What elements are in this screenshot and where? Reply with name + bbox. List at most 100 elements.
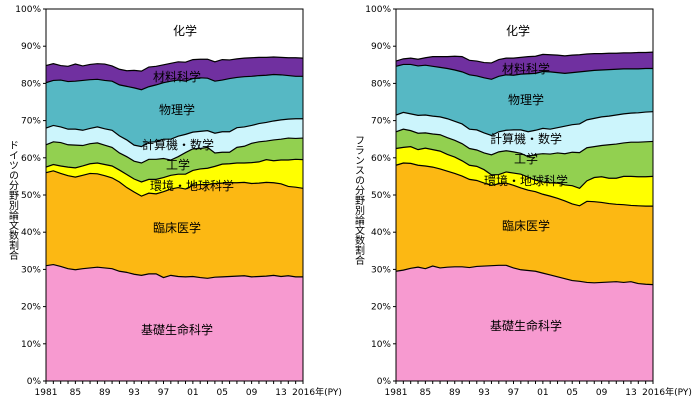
france-boundary-line-clinical-medicine (395, 162, 653, 207)
field-label-chemistry: 化学 (173, 23, 197, 38)
germany-area-computing-math (46, 118, 303, 164)
france-y-tick-label: 50% (371, 191, 391, 201)
germany-x-tick-label: 05 (217, 388, 228, 398)
germany-area-basic-life-science (46, 264, 303, 381)
france-chart-panel: 0% 10% 20% 30% 40% 50% 60% 70% 80% 90% 100% 1981 85… (353, 5, 692, 398)
france-y-axis-ticks: 0% 10% 20% 30% 40% 50% 60% 70% 80% 90% 100% (365, 5, 396, 387)
france-y-tick-label: 60% (371, 154, 391, 164)
france-y-tick-label: 0% (377, 377, 392, 387)
france-x-tick-label: 89 (449, 388, 461, 398)
france-area-chemistry (396, 9, 653, 63)
france-boundary-line-computing-math (395, 111, 654, 137)
germany-x-tick-label: 93 (128, 388, 139, 398)
germany-area-environment-earth-science (46, 159, 303, 197)
germany-chart-panel: 0% 10% 20% 30% 40% 50% 60% 70% 80% 90% 100% 1981 85… (7, 5, 342, 398)
germany-area-layers (46, 9, 303, 381)
france-y-tick-label: 80% (371, 79, 391, 89)
france-y-tick-label: 20% (371, 303, 391, 313)
germany-x-tick-label: 97 (158, 388, 169, 398)
field-label-engineering: 工学 (514, 151, 538, 166)
germany-y-tick-label: 90% (21, 42, 41, 52)
france-x-tick-label: 05 (567, 388, 578, 398)
germany-x-axis-ticks: 1981 85 89 93 97 01 05 09 13 2016年(PY) (35, 381, 342, 398)
germany-area-clinical-medicine (46, 170, 303, 279)
germany-y-tick-label: 50% (21, 191, 41, 201)
field-label-environment: 環境・地球科学 (150, 178, 234, 193)
germany-y-tick-label: 20% (21, 303, 41, 313)
field-label-basic-life-science: 基礎生命科学 (141, 322, 213, 337)
germany-y-tick-label: 100% (15, 5, 41, 15)
france-y-tick-label: 90% (371, 42, 391, 52)
france-area-environment-earth-science (396, 146, 653, 207)
germany-boundary-line-environment-earth-science (45, 158, 304, 183)
germany-area-materials-science (46, 56, 303, 90)
germany-x-tick-label: 2016年(PY) (292, 386, 342, 398)
germany-boundary-line-computing-math (45, 118, 303, 148)
germany-area-chemistry (46, 9, 303, 72)
france-area-materials-science (396, 52, 653, 80)
field-label-environment: 環境・地球科学 (484, 173, 568, 188)
france-area-layers (396, 9, 653, 381)
germany-field-labels: 化学 材料科学 物理学 計算機・数学 工学 環境・地球科学 臨床医学 基礎生命科… (141, 23, 234, 337)
germany-boundary-line-basic-life-science (45, 263, 303, 279)
field-label-engineering: 工学 (166, 157, 190, 172)
germany-y-tick-label: 10% (21, 340, 41, 350)
field-label-materials: 材料科学 (502, 61, 550, 76)
france-y-tick-label: 30% (371, 265, 391, 275)
field-label-computing-math: 計算機・数学 (490, 131, 562, 146)
germany-x-tick-label: 01 (187, 388, 198, 398)
field-label-materials: 材料科学 (153, 69, 201, 84)
germany-area-physics (46, 74, 303, 147)
france-y-tick-label: 70% (371, 117, 391, 127)
germany-boundary-line-physics (45, 73, 303, 91)
field-label-physics: 物理学 (159, 102, 195, 117)
france-x-tick-label: 93 (478, 388, 489, 398)
france-area-clinical-medicine (396, 163, 653, 285)
field-label-computing-math: 計算機・数学 (142, 137, 214, 152)
germany-y-axis-ticks: 0% 10% 20% 30% 40% 50% 60% 70% 80% 90% 100% (15, 5, 46, 387)
france-boundary-lines (395, 51, 654, 286)
germany-y-tick-label: 80% (21, 79, 41, 89)
france-y-axis-title: フランスの分野別論文数割合 (353, 135, 365, 266)
field-label-chemistry: 化学 (506, 23, 530, 38)
france-x-tick-label: 09 (596, 388, 608, 398)
germany-y-axis-title: ドイツの分野別論文数割合 (7, 140, 19, 261)
france-boundary-line-physics (395, 63, 653, 80)
germany-y-tick-label: 40% (21, 228, 41, 238)
field-label-basic-life-science: 基礎生命科学 (490, 318, 562, 333)
germany-y-tick-label: 60% (21, 154, 41, 164)
germany-y-tick-label: 30% (21, 265, 41, 275)
france-area-physics (396, 64, 653, 136)
germany-y-tick-label: 0% (27, 377, 42, 387)
france-x-tick-label: 13 (625, 388, 636, 398)
germany-area-engineering (46, 138, 303, 182)
france-x-tick-label: 2016年(PY) (642, 386, 692, 398)
germany-x-tick-label: 13 (275, 388, 286, 398)
field-label-clinical: 臨床医学 (502, 218, 550, 233)
france-x-tick-label: 1981 (385, 388, 408, 398)
germany-x-tick-label: 09 (246, 388, 258, 398)
germany-x-tick-label: 89 (99, 388, 111, 398)
germany-x-tick-label: 85 (70, 388, 81, 398)
france-y-tick-label: 100% (365, 5, 391, 15)
france-boundary-line-basic-life-science (395, 264, 654, 286)
france-boundary-line-environment-earth-science (395, 146, 654, 189)
germany-boundary-line-materials-science (45, 56, 304, 72)
germany-y-tick-label: 70% (21, 117, 41, 127)
germany-boundary-line-engineering (45, 137, 304, 164)
france-area-basic-life-science (396, 265, 653, 381)
france-x-tick-label: 85 (420, 388, 431, 398)
france-y-tick-label: 40% (371, 228, 391, 238)
france-x-tick-label: 01 (537, 388, 548, 398)
france-boundary-line-materials-science (395, 51, 654, 64)
germany-x-tick-label: 1981 (35, 388, 58, 398)
germany-boundary-lines (45, 56, 304, 279)
france-boundary-line-engineering (395, 128, 654, 158)
field-label-clinical: 臨床医学 (153, 220, 201, 235)
france-x-axis-ticks: 1981 85 89 93 97 01 05 09 13 2016年(PY) (385, 381, 692, 398)
france-area-engineering (396, 129, 653, 189)
france-area-computing-math (396, 111, 653, 157)
france-y-tick-label: 10% (371, 340, 391, 350)
